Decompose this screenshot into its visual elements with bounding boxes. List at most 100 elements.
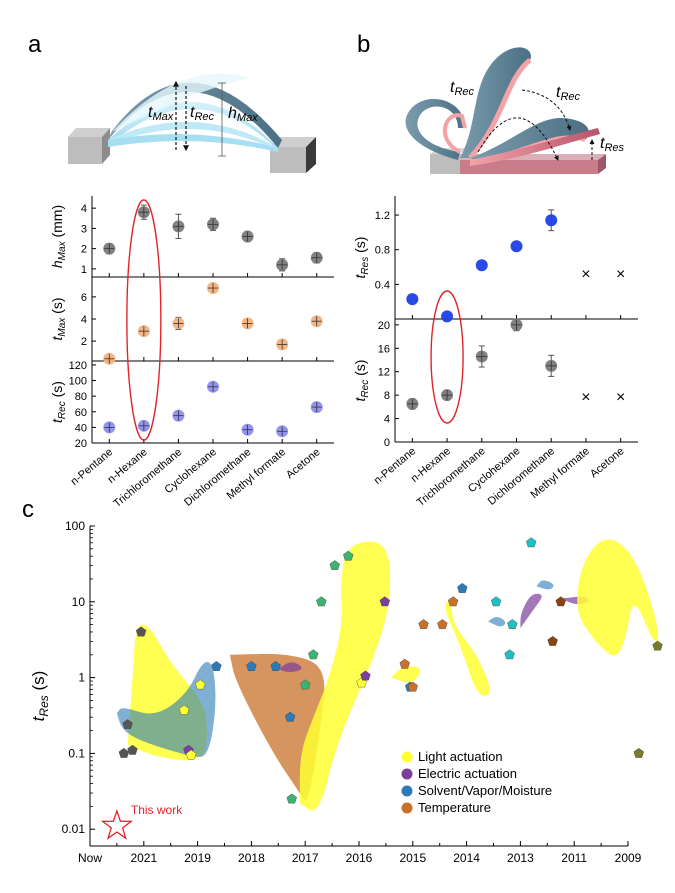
- panel-label-b: b: [357, 31, 370, 58]
- this-work-label: This work: [131, 803, 183, 817]
- x-tick-label: 2018: [238, 851, 265, 865]
- y-tick-label: 40: [75, 422, 87, 434]
- schem-a-trec: tRec: [190, 104, 215, 123]
- data-point: [475, 259, 488, 272]
- region-solvent: [536, 580, 554, 590]
- data-point: [211, 661, 222, 671]
- y-tick-label: 10: [72, 595, 86, 609]
- data-point: [308, 649, 319, 660]
- data-point: [316, 596, 327, 607]
- y-axis-label: tRec (s): [49, 381, 68, 423]
- data-point: [633, 747, 644, 758]
- plot-b_tres: 0.4 0.8 1.2 tRes (s) × ×: [352, 196, 638, 323]
- y-tick-label: 100: [65, 519, 85, 533]
- y-tick-label: 4: [81, 203, 87, 215]
- y-axis-label: hMax (mm): [49, 205, 68, 268]
- y-tick-label: 1: [78, 671, 85, 685]
- region-light: [299, 541, 391, 811]
- data-point: [441, 310, 454, 323]
- data-point: [547, 635, 558, 646]
- y-tick-label: 120: [69, 360, 87, 372]
- y-tick-label: 8: [384, 390, 390, 402]
- data-point: [490, 596, 502, 607]
- region-light: [577, 539, 659, 656]
- data-point: [343, 550, 354, 561]
- data-point: [525, 537, 537, 548]
- this-work-star: [100, 808, 134, 840]
- legend-label: Electric actuation: [418, 766, 517, 781]
- y-tick-label: 6: [81, 292, 87, 304]
- data-point: [437, 619, 448, 629]
- data-point: [545, 214, 558, 227]
- region-electric: [520, 593, 542, 629]
- x-tick-label: 2016: [346, 851, 373, 865]
- y-tick-label: 2: [81, 244, 87, 256]
- y-tick-label: 0.8: [375, 245, 390, 257]
- x-tick-label: 2019: [184, 851, 211, 865]
- y-tick-label: 0: [384, 437, 390, 449]
- data-point: [360, 670, 371, 681]
- data-point: [504, 649, 515, 660]
- schem-b-trec-2: tRec: [556, 84, 581, 103]
- y-tick-label: 0.4: [375, 279, 390, 291]
- y-axis-label: tRes (s): [352, 237, 371, 279]
- region-light: [391, 666, 420, 683]
- y-tick-label: 12: [378, 367, 390, 379]
- legend-label: Solvent/Vapor/Moisture: [418, 783, 552, 798]
- x-tick-label: n-Pentane: [372, 445, 419, 487]
- data-point: [300, 679, 311, 690]
- schem-b-trec-1: tRec: [450, 79, 475, 98]
- data-point: [418, 619, 429, 629]
- x-tick-label: Acetone: [284, 446, 323, 481]
- schem-a-hmax: hMax: [228, 105, 258, 124]
- y-tick-label: 100: [69, 376, 87, 388]
- y-tick-label: 20: [75, 438, 87, 450]
- plot-c: This work 0.01 0.1 1 10 100 Now 2021 2019 2018 201…: [29, 519, 663, 865]
- data-point: [406, 293, 419, 306]
- data-point: [457, 582, 468, 593]
- x-tick-label: Methyl formate: [225, 446, 288, 502]
- legend-swatch: [401, 751, 413, 763]
- x-tick-label: 2009: [615, 851, 642, 865]
- plot-a_hmax: 1 2 3 4 hMax (mm): [49, 196, 334, 278]
- panel-label-a: a: [28, 31, 42, 58]
- x-tick-label: Acetone: [588, 445, 627, 480]
- region-solvent: [488, 616, 506, 627]
- unmeasured-marker: ×: [616, 389, 625, 406]
- highlight-ellipse-a: [126, 199, 162, 441]
- unmeasured-marker: ×: [581, 266, 590, 283]
- data-point: [507, 619, 518, 629]
- schematic-b: tRec tRec tRes: [405, 47, 625, 174]
- y-tick-label: 1: [81, 264, 87, 276]
- data-point: [135, 626, 147, 637]
- x-tick-label: 2013: [507, 851, 534, 865]
- x-tick-label: 2015: [399, 851, 426, 865]
- legend-swatch: [401, 785, 413, 797]
- legend-label: Light actuation: [418, 749, 503, 764]
- data-point: [652, 640, 663, 651]
- y-tick-label: 4: [81, 314, 87, 326]
- region-electric: [278, 662, 302, 672]
- data-point: [195, 679, 206, 690]
- x-tick-label: 2014: [453, 851, 480, 865]
- data-point: [329, 560, 340, 570]
- x-tick-label: n-Pentane: [69, 446, 116, 488]
- x-tick-label: Now: [78, 851, 102, 865]
- schematic-a: tMax tRec hMax: [68, 73, 316, 173]
- region-solvent: [116, 661, 216, 757]
- data-point: [246, 661, 257, 671]
- unmeasured-marker: ×: [616, 266, 625, 283]
- y-tick-label: 2: [81, 336, 87, 348]
- schem-b-tres: tRes: [600, 135, 625, 154]
- data-point: [379, 596, 391, 607]
- legend-label: Temperature: [418, 800, 491, 815]
- x-tick-label: 2017: [292, 851, 319, 865]
- data-point: [286, 793, 297, 804]
- y-tick-label: 60: [75, 407, 87, 419]
- data-point: [447, 596, 459, 607]
- data-point: [555, 596, 566, 607]
- data-point: [407, 681, 418, 692]
